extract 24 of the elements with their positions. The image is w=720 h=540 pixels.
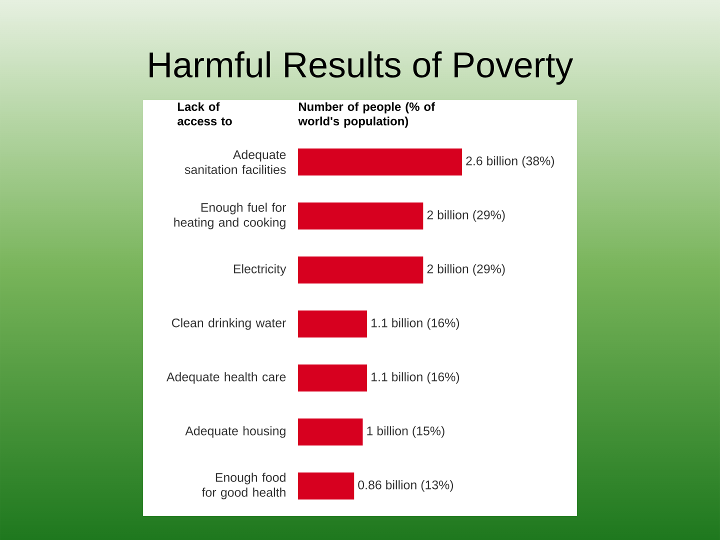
bar <box>298 148 462 176</box>
data-label: 1.1 billion (16%) <box>372 318 460 330</box>
y-tick-label: Enough food for good health <box>202 472 286 500</box>
y-tick-label: Adequate housing <box>185 426 286 438</box>
bar <box>298 364 368 392</box>
x-axis-title: Number of people (% of world's population) <box>298 102 436 128</box>
data-label: 2 billion (29%) <box>427 264 505 276</box>
data-label: 2 billion (29%) <box>427 210 505 222</box>
data-label: 0.86 billion (13%) <box>358 480 454 492</box>
y-tick-label: Adequate sanitation facilities <box>184 150 286 174</box>
y-tick-label: Electricity <box>234 264 286 276</box>
bar <box>298 202 424 230</box>
data-label: 2.6 billion (38%) <box>466 156 554 168</box>
y-tick-label: Clean drinking water <box>172 318 286 330</box>
y-tick-label: Adequate health care <box>166 372 286 384</box>
y-axis-title: Lack of access to <box>178 102 232 126</box>
bar <box>298 310 368 338</box>
chart-title: Harmful Results of Poverty <box>150 51 574 85</box>
bar <box>298 418 363 446</box>
data-label: 1.1 billion (16%) <box>372 372 460 384</box>
bar <box>298 256 424 284</box>
y-tick-label: Enough fuel for heating and cooking <box>174 202 286 230</box>
bar <box>298 472 354 500</box>
data-label: 1 billion (15%) <box>367 426 444 438</box>
